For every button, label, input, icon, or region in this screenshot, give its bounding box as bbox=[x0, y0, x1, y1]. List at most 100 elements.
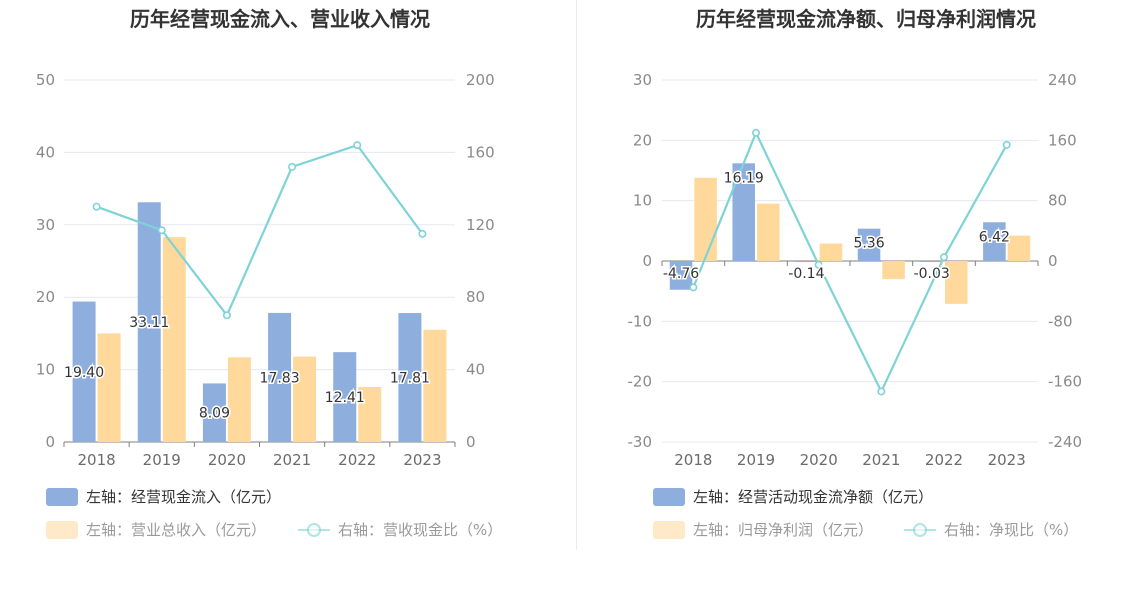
bar-primary-2021 bbox=[268, 312, 292, 442]
legend-item-primary-bar[interactable]: 左轴：经营现金流入（亿元） bbox=[46, 488, 281, 506]
bar-data-label: 5.36 bbox=[853, 236, 884, 252]
bar-primary-2018 bbox=[669, 261, 693, 290]
bar-secondary-2019 bbox=[162, 237, 186, 442]
bar-data-label: 12.41 bbox=[325, 390, 365, 406]
bar-secondary-2020 bbox=[819, 243, 843, 261]
bar-data-label: 17.81 bbox=[390, 371, 430, 387]
left-axis-tick-label: 10 bbox=[36, 361, 55, 379]
x-axis-tick-label: 2023 bbox=[988, 451, 1026, 469]
left-axis-tick-label: 20 bbox=[36, 288, 55, 306]
right-axis-tick-label: 40 bbox=[466, 361, 485, 379]
x-axis-tick-label: 2020 bbox=[208, 451, 246, 469]
right-axis-tick-label: -80 bbox=[1048, 312, 1073, 330]
bar-secondary-2021 bbox=[882, 261, 905, 280]
bar-primary-2019 bbox=[732, 163, 755, 261]
bar-secondary-2021 bbox=[293, 356, 317, 442]
x-axis-tick-label: 2019 bbox=[737, 451, 775, 469]
right-axis-tick-label: 240 bbox=[1048, 71, 1077, 89]
line-point-2023 bbox=[418, 229, 427, 238]
legend-label: 右轴：净现比（%） bbox=[944, 521, 1078, 539]
legend-label: 左轴：归母净利润（亿元） bbox=[693, 521, 873, 539]
line-point-2019 bbox=[751, 128, 760, 137]
legend-label: 左轴：经营活动现金流净额（亿元） bbox=[693, 488, 933, 506]
legend-label: 左轴：经营现金流入（亿元） bbox=[86, 488, 281, 506]
bar-primary-2023 bbox=[398, 313, 422, 442]
right-axis-tick-label: 120 bbox=[466, 216, 495, 234]
right-axis-tick-label: 200 bbox=[466, 71, 495, 89]
line-point-2022 bbox=[939, 253, 948, 262]
right-axis-tick-label: -240 bbox=[1048, 433, 1082, 451]
line-point-2018 bbox=[689, 283, 698, 292]
legend-label: 右轴：营收现金比（%） bbox=[338, 521, 502, 539]
legend-item-line[interactable]: 右轴：净现比（%） bbox=[904, 521, 1078, 539]
legend: 左轴：经营现金流入（亿元） 左轴：营业总收入（亿元） 右轴：营收现金比（%） bbox=[46, 488, 502, 539]
x-axis-tick-label: 2018 bbox=[674, 451, 712, 469]
legend-marker bbox=[913, 523, 927, 537]
right-axis-tick-label: 80 bbox=[1048, 192, 1067, 210]
bar-secondary-2023 bbox=[423, 329, 447, 442]
bar-primary-2020 bbox=[202, 383, 226, 442]
left-axis-tick-label: -30 bbox=[628, 433, 653, 451]
bar-primary-2023 bbox=[983, 222, 1006, 261]
bar-secondary-2019 bbox=[757, 203, 780, 261]
right-axis-tick-label: -160 bbox=[1048, 373, 1082, 391]
x-axis-tick-label: 2022 bbox=[338, 451, 376, 469]
x-axis-tick-label: 2018 bbox=[77, 451, 115, 469]
bar-secondary-2022 bbox=[945, 261, 968, 304]
legend-swatch bbox=[46, 488, 78, 506]
line-point-2019 bbox=[157, 226, 166, 235]
legend-item-line[interactable]: 右轴：营收现金比（%） bbox=[298, 521, 502, 539]
left-axis-tick-label: 0 bbox=[642, 252, 652, 270]
chart-1: 历年经营现金流入、营业收入情况 0 10 20 30 40 50 0 40 80 120 160 200… bbox=[36, 7, 502, 539]
x-axis-tick-label: 2020 bbox=[800, 451, 838, 469]
bar-primary-2022 bbox=[920, 261, 943, 262]
right-axis-tick-label: 160 bbox=[1048, 131, 1077, 149]
x-axis-tick-label: 2021 bbox=[273, 451, 311, 469]
legend-swatch bbox=[653, 488, 685, 506]
line-series bbox=[692, 130, 1008, 395]
bar-data-label: -4.76 bbox=[663, 266, 699, 282]
line-point-2021 bbox=[288, 162, 297, 171]
legend-swatch bbox=[46, 521, 78, 539]
legend-item-secondary-bar[interactable]: 左轴：归母净利润（亿元） bbox=[653, 521, 873, 539]
legend-item-secondary-bar[interactable]: 左轴：营业总收入（亿元） bbox=[46, 521, 266, 539]
line-point-2023 bbox=[1002, 140, 1011, 149]
x-axis-tick-label: 2023 bbox=[403, 451, 441, 469]
bar-data-label: -0.03 bbox=[914, 266, 950, 282]
legend-swatch bbox=[653, 521, 685, 539]
bar-primary-2021 bbox=[857, 228, 881, 261]
legend: 左轴：经营活动现金流净额（亿元） 左轴：归母净利润（亿元） 右轴：净现比（%） bbox=[653, 488, 1078, 539]
x-axis-tick-label: 2021 bbox=[862, 451, 900, 469]
left-axis-tick-label: 20 bbox=[633, 131, 652, 149]
bar-data-label: 8.09 bbox=[199, 406, 230, 422]
left-axis-tick-label: -20 bbox=[628, 373, 653, 391]
legend-item-primary-bar[interactable]: 左轴：经营活动现金流净额（亿元） bbox=[653, 488, 933, 506]
bar-secondary-2018 bbox=[694, 177, 717, 261]
bar-secondary-2018 bbox=[97, 333, 121, 442]
left-axis-tick-label: 50 bbox=[36, 71, 55, 89]
chart-2: 历年经营现金流净额、归母净利润情况 -30 -20 -10 0 10 20 30 -240 -16… bbox=[628, 7, 1082, 539]
line-series bbox=[96, 143, 424, 318]
right-axis-tick-label: 80 bbox=[466, 288, 485, 306]
line-point-2020 bbox=[814, 260, 823, 269]
line-point-2022 bbox=[353, 141, 362, 150]
bar-secondary-2022 bbox=[358, 386, 382, 442]
x-axis-tick-label: 2019 bbox=[143, 451, 181, 469]
legend-marker bbox=[307, 523, 321, 537]
line-point-2020 bbox=[222, 311, 231, 320]
chart-title: 历年经营现金流入、营业收入情况 bbox=[130, 7, 430, 31]
bar-primary-2019 bbox=[137, 202, 161, 442]
bar-primary-2022 bbox=[333, 352, 357, 442]
bar-data-label: 19.40 bbox=[64, 365, 104, 381]
bar-primary-2018 bbox=[72, 301, 96, 442]
left-axis-tick-label: 40 bbox=[36, 143, 55, 161]
bar-data-label: 16.19 bbox=[724, 170, 764, 186]
left-axis-tick-label: -10 bbox=[628, 312, 653, 330]
left-axis-tick-label: 0 bbox=[45, 433, 55, 451]
bar-primary-2020 bbox=[795, 261, 818, 262]
bar-data-label: 17.83 bbox=[260, 370, 300, 386]
bar-secondary-2023 bbox=[1007, 235, 1031, 261]
line-point-2018 bbox=[92, 202, 101, 211]
x-axis-tick-label: 2022 bbox=[925, 451, 963, 469]
